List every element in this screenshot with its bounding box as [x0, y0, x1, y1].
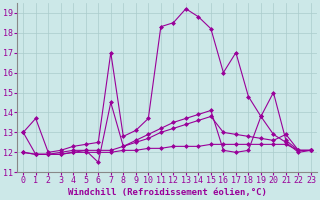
X-axis label: Windchill (Refroidissement éolien,°C): Windchill (Refroidissement éolien,°C)	[68, 188, 267, 197]
